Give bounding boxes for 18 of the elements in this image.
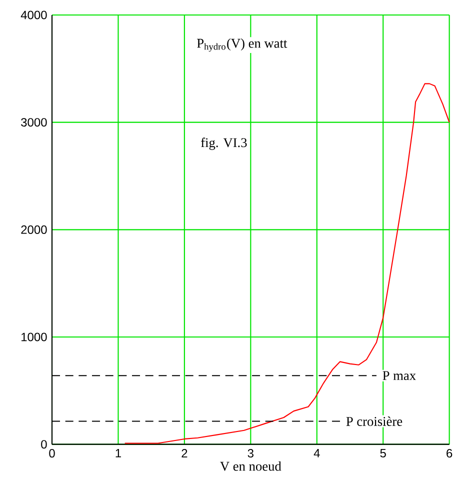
x-tick-label: 3 <box>248 449 254 458</box>
annotation: P$_{hydro}$(V) en watt <box>197 38 288 52</box>
x-tick-label: 5 <box>380 449 386 458</box>
x-tick-label: 0 <box>49 449 55 458</box>
line-series <box>124 83 450 444</box>
x-tick-label: 2 <box>182 449 188 458</box>
ref-line-label: P max <box>382 371 416 380</box>
x-axis-title: V en noeud <box>220 461 282 471</box>
ref-line-label: P croisière <box>346 416 402 426</box>
y-tick-label: 0 <box>41 440 47 449</box>
y-tick-label: 1000 <box>22 332 47 342</box>
x-tick-label: 6 <box>446 449 452 458</box>
annotation: fig. VI.3 <box>201 138 247 150</box>
x-tick-label: 4 <box>314 449 320 458</box>
y-tick-label: 3000 <box>21 118 47 127</box>
y-tick-label: 4000 <box>20 10 47 20</box>
x-tick-label: 1 <box>116 449 121 458</box>
y-tick-label: 2000 <box>21 225 47 234</box>
